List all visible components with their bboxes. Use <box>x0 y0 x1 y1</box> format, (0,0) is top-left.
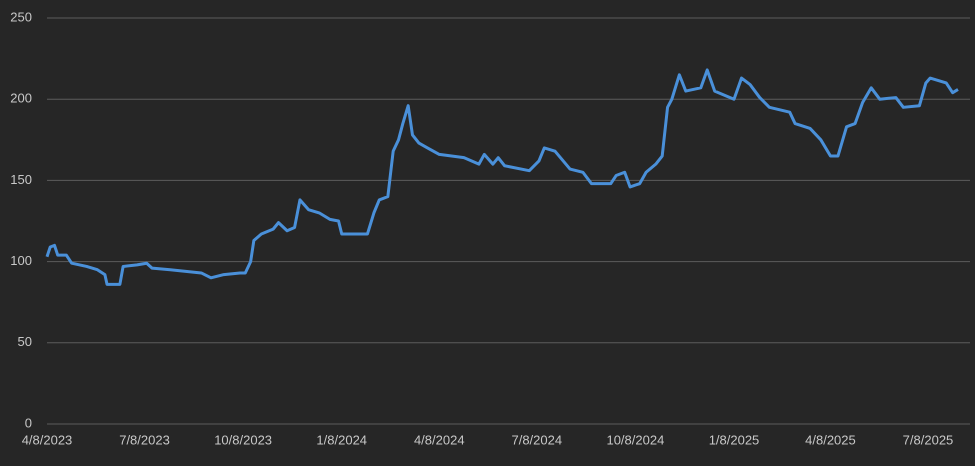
x-tick-label: 4/8/2023 <box>22 432 73 447</box>
y-tick-label: 250 <box>10 9 32 24</box>
x-tick-label: 7/8/2023 <box>119 432 170 447</box>
x-tick-label: 10/8/2023 <box>214 432 272 447</box>
y-tick-label: 150 <box>10 172 32 187</box>
x-tick-label: 4/8/2024 <box>414 432 465 447</box>
data-line <box>45 68 959 286</box>
y-tick-label: 200 <box>10 91 32 106</box>
x-tick-label: 1/8/2024 <box>316 432 367 447</box>
x-tick-label: 10/8/2024 <box>606 432 664 447</box>
x-tick-label: 7/8/2025 <box>903 432 954 447</box>
y-tick-label: 50 <box>18 334 32 349</box>
x-tick-label: 1/8/2025 <box>709 432 760 447</box>
y-tick-label: 0 <box>25 415 32 430</box>
y-tick-label: 100 <box>10 253 32 268</box>
x-tick-label: 4/8/2025 <box>805 432 856 447</box>
x-tick-label: 7/8/2024 <box>511 432 562 447</box>
